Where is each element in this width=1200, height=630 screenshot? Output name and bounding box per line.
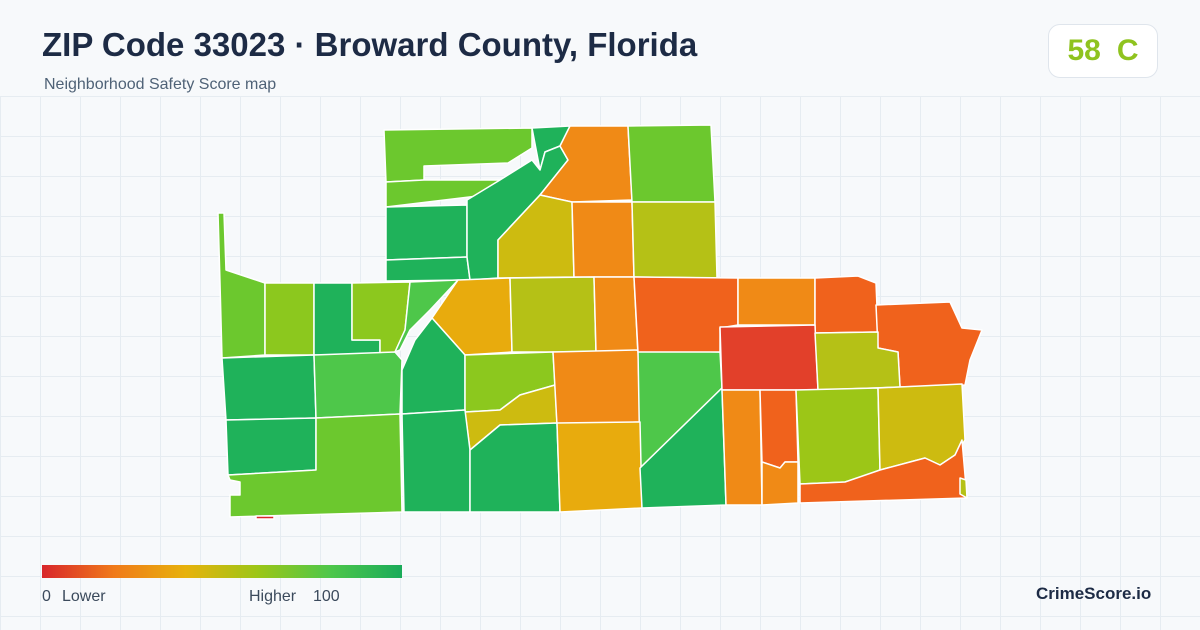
map-region[interactable] bbox=[737, 277, 816, 326]
map-region[interactable] bbox=[959, 477, 968, 499]
map-region[interactable] bbox=[627, 124, 716, 203]
score-grade: C bbox=[1116, 34, 1139, 67]
map-region[interactable] bbox=[509, 276, 597, 353]
map-region[interactable] bbox=[795, 387, 881, 485]
map-region[interactable] bbox=[814, 275, 879, 334]
map-region[interactable] bbox=[631, 201, 718, 279]
map-region[interactable] bbox=[385, 204, 468, 261]
map-region[interactable] bbox=[571, 201, 635, 278]
map-region[interactable] bbox=[556, 421, 643, 513]
map-region[interactable] bbox=[227, 413, 403, 518]
map-region[interactable] bbox=[255, 515, 275, 520]
map-region[interactable] bbox=[539, 125, 633, 203]
map-region[interactable] bbox=[719, 324, 819, 391]
map-region[interactable] bbox=[221, 354, 317, 421]
legend-max-label: Higher bbox=[249, 588, 297, 605]
map-region[interactable] bbox=[385, 256, 471, 282]
map-region[interactable] bbox=[799, 439, 968, 504]
brand-name: CrimeScore.io bbox=[1036, 584, 1152, 603]
legend-color-scale bbox=[42, 565, 402, 578]
map-region[interactable] bbox=[552, 349, 641, 426]
map-region[interactable] bbox=[593, 276, 639, 356]
map-region[interactable] bbox=[225, 417, 317, 476]
map-region[interactable] bbox=[761, 461, 799, 506]
page-subtitle: Neighborhood Safety Score map bbox=[44, 76, 277, 93]
map-region[interactable] bbox=[264, 282, 315, 356]
legend-max-value: 100 bbox=[313, 588, 340, 605]
map-region[interactable] bbox=[721, 389, 763, 506]
map-region[interactable] bbox=[394, 279, 459, 353]
map-region[interactable] bbox=[759, 389, 799, 469]
score-value: 58 bbox=[1067, 34, 1101, 67]
legend-min-label: Lower bbox=[62, 588, 106, 605]
map-region[interactable] bbox=[401, 409, 471, 513]
safety-score-badge: 58 C bbox=[1048, 24, 1158, 78]
page-title: ZIP Code 33023 · Broward County, Florida bbox=[42, 26, 698, 63]
map-region[interactable] bbox=[217, 212, 266, 359]
legend-min-value: 0 bbox=[42, 588, 51, 605]
map-region[interactable] bbox=[313, 351, 403, 419]
